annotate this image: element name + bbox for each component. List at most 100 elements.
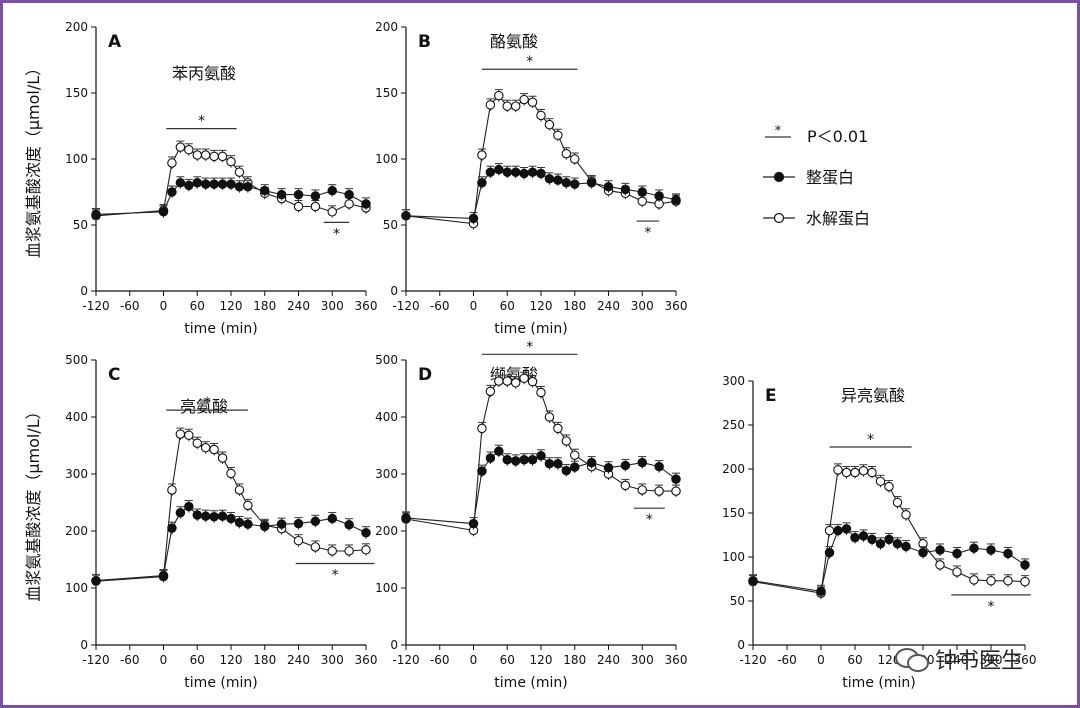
data-point [586, 178, 597, 188]
x-tick-label: -60 [430, 299, 450, 313]
data-point [502, 454, 512, 465]
data-point [519, 168, 529, 179]
data-point [494, 90, 504, 101]
data-point [816, 586, 826, 597]
data-point [620, 184, 631, 195]
x-tick-label: 120 [530, 653, 553, 667]
panel-letter: C [108, 365, 120, 385]
data-point [969, 575, 979, 585]
data-point [226, 468, 236, 479]
data-point [553, 130, 563, 140]
y-tick-label: 0 [80, 638, 88, 652]
data-point [510, 378, 521, 388]
chart-panel-a: 0 50 100 150 200 -120 -60 0 60 120 180 240 300 360 tim… [24, 20, 377, 337]
data-point [561, 178, 572, 188]
panel-letter: B [418, 32, 431, 52]
data-point [833, 465, 843, 475]
series-line [95, 433, 367, 582]
panel-letter: D [418, 365, 432, 385]
data-point [536, 110, 546, 121]
data-point [226, 156, 236, 167]
data-point [918, 547, 928, 558]
data-point [167, 187, 177, 197]
y-tick-label: 50 [73, 218, 88, 232]
series-whole-protein [401, 163, 681, 225]
data-point [217, 511, 228, 521]
data-point [901, 510, 911, 520]
y-tick-label: 300 [65, 467, 88, 481]
data-point [536, 451, 546, 461]
data-point [935, 545, 945, 555]
data-point [192, 438, 203, 448]
data-point [310, 201, 321, 212]
data-point [527, 454, 538, 465]
data-point [276, 519, 287, 529]
x-tick-label: 60 [190, 653, 205, 667]
data-point [91, 209, 101, 220]
data-point [327, 546, 337, 556]
x-tick-label: 120 [530, 299, 553, 313]
series-whole-protein [748, 522, 1030, 598]
data-point [561, 148, 572, 159]
series-whole-protein [401, 444, 681, 530]
data-point [502, 167, 512, 177]
x-tick-label: -60 [430, 653, 450, 667]
data-point [671, 486, 681, 496]
significance-star: * [988, 599, 995, 615]
data-point [620, 480, 631, 491]
data-point [243, 181, 253, 192]
y-tick-label: 150 [375, 86, 398, 100]
x-tick-label: 60 [500, 653, 515, 667]
data-point [884, 481, 894, 492]
legend-label: 水解蛋白 [806, 209, 870, 228]
legend-marker [773, 212, 785, 224]
x-tick-label: -120 [739, 653, 766, 667]
x-tick-label: 240 [597, 653, 620, 667]
data-point [510, 101, 521, 111]
significance-star: * [526, 339, 533, 355]
x-axis-label: time (min) [842, 675, 915, 691]
data-point [200, 511, 211, 521]
significance-star: * [526, 54, 533, 70]
x-tick-label: 60 [847, 653, 862, 667]
data-point [603, 181, 614, 192]
chat-bubble-icon [895, 646, 929, 672]
y-tick-label: 100 [65, 581, 88, 595]
data-point [986, 576, 996, 586]
x-tick-label: 180 [253, 299, 276, 313]
data-point [544, 458, 555, 469]
x-axis-label: time (min) [494, 321, 567, 337]
data-point [527, 97, 538, 107]
data-point [654, 486, 664, 496]
x-tick-label: 360 [355, 653, 378, 667]
x-tick-label: 120 [878, 653, 901, 667]
data-point [209, 151, 219, 162]
series-hydrolyzed-protein [748, 463, 1030, 600]
y-tick-label: 400 [375, 410, 398, 424]
y-tick-label: 150 [65, 86, 88, 100]
data-point [952, 548, 962, 559]
watermark: 钟书医生 [895, 643, 1023, 675]
data-point [892, 497, 903, 508]
data-point [209, 511, 219, 522]
data-point [748, 576, 758, 586]
data-point [875, 476, 886, 487]
y-axis-label: 血浆氨基酸浓度（μmol/L） [24, 60, 43, 258]
data-point [200, 179, 211, 189]
data-point [569, 154, 580, 164]
data-point [654, 461, 664, 472]
data-point [935, 560, 945, 570]
data-point [544, 119, 555, 130]
data-point [468, 518, 479, 529]
data-point [553, 175, 563, 185]
y-tick-label: 50 [383, 218, 398, 232]
data-point [824, 547, 835, 558]
y-tick-label: 0 [390, 638, 398, 652]
significance-star: * [644, 225, 651, 241]
x-tick-label: -120 [82, 299, 109, 313]
data-point [200, 443, 211, 453]
data-point [226, 179, 236, 189]
x-tick-label: 0 [470, 653, 478, 667]
data-point [276, 189, 287, 200]
